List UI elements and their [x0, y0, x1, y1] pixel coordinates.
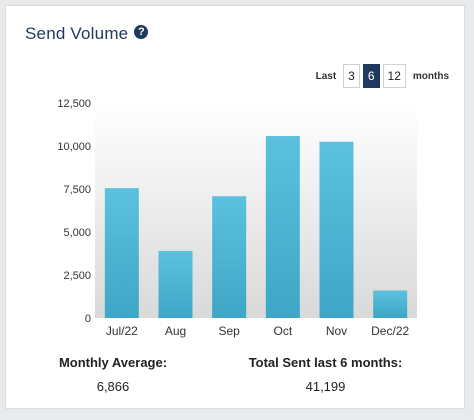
bar-oct[interactable]: [265, 136, 300, 318]
bar-sep[interactable]: [212, 196, 247, 318]
x-tick-label: Dec/22: [371, 324, 409, 338]
y-tick-label: 10,000: [57, 141, 91, 153]
plot-area: [95, 103, 417, 318]
monthly-average-stat: Monthly Average: 6,866: [48, 355, 178, 394]
y-tick-label: 5,000: [63, 227, 91, 239]
send-volume-chart: 0 2,500 5,000 7,500 10,000 12,500 Jul/22 Aug Se…: [57, 98, 417, 338]
bar-dec-22[interactable]: [373, 290, 408, 318]
y-tick-label: 0: [85, 313, 91, 325]
x-tick-label: Oct: [273, 324, 292, 338]
y-tick-label: 7,500: [63, 184, 91, 196]
range-6-button[interactable]: 6: [362, 64, 380, 88]
y-tick-label: 12,500: [57, 98, 91, 110]
monthly-average-value: 6,866: [96, 379, 130, 394]
range-12-button[interactable]: 12: [382, 64, 406, 88]
y-tick-label: 2,500: [63, 270, 91, 282]
widget-title: Send Volume: [25, 24, 129, 43]
range-suffix-label: months: [412, 70, 449, 82]
monthly-average-label: Monthly Average:: [58, 355, 168, 370]
total-sent-stat: Total Sent last 6 months: 41,199: [238, 355, 413, 394]
bar-nov[interactable]: [319, 141, 354, 318]
x-tick-label: Aug: [165, 324, 186, 338]
bar-aug[interactable]: [158, 250, 193, 318]
range-prefix-label: Last: [315, 70, 337, 82]
range-3-button[interactable]: 3: [343, 64, 360, 88]
range-selector: Last 3 6 12 months: [312, 64, 453, 88]
question-circle-icon[interactable]: ?: [134, 25, 149, 39]
total-sent-label: Total Sent last 6 months:: [248, 355, 403, 370]
x-tick-label: Nov: [326, 324, 347, 338]
bar-jul-22[interactable]: [104, 188, 139, 318]
x-tick-label: Sep: [218, 324, 240, 338]
total-sent-value: 41,199: [305, 379, 346, 394]
send-volume-card: Send Volume ? Last 3 6 12 months 0 2,500 5…: [5, 5, 465, 409]
widget-header: Send Volume ?: [25, 24, 149, 44]
x-tick-label: Jul/22: [106, 324, 138, 338]
